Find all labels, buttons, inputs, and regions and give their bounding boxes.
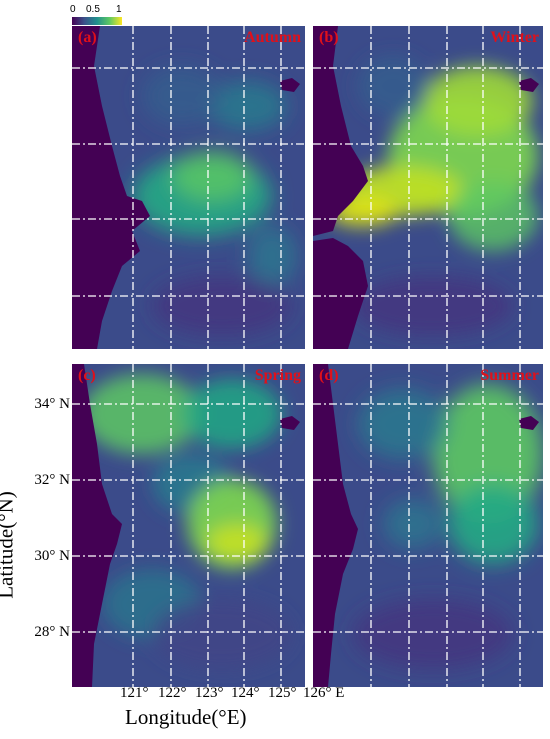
x-tick-125: 125° [268,685,297,701]
panel-label-b: (b) [319,29,339,46]
map-panel-winter: (b) Winter [313,26,543,349]
map-autumn-image [72,26,305,349]
panel-label-d: (d) [319,367,339,384]
panel-label-c: (c) [78,367,96,384]
season-label-summer: Summer [480,367,539,384]
x-axis-title: Longitude(°E) [125,705,247,729]
map-summer-image [313,364,543,687]
colorbar: 0 0.5 1 [70,4,124,26]
y-tick-28n: 28° N [34,624,70,640]
x-tick-121: 121° [120,685,149,701]
x-tick-122: 122° [158,685,187,701]
x-tick-126e: 126° E [303,685,345,701]
map-winter-image [313,26,543,349]
colorbar-tick-0: 0 [70,4,76,15]
colorbar-tick-05: 0.5 [86,4,100,15]
y-tick-30n: 30° N [34,548,70,564]
x-tick-124: 124° [231,685,260,701]
season-label-spring: Spring [254,367,301,384]
panel-label-a: (a) [78,29,97,46]
y-axis-title: Latitude(°N) [0,491,18,599]
map-spring-image [72,364,305,687]
y-tick-34n: 34° N [34,396,70,412]
colorbar-gradient [72,17,122,25]
map-panel-summer: (d) Summer [313,364,543,687]
y-tick-32n: 32° N [34,472,70,488]
colorbar-tick-1: 1 [116,4,122,15]
map-panel-autumn: (a) Autumn [72,26,305,349]
season-label-winter: Winter [490,29,539,46]
map-panel-spring: (c) Spring [72,364,305,687]
season-label-autumn: Autumn [244,29,301,46]
x-tick-123: 123° [195,685,224,701]
